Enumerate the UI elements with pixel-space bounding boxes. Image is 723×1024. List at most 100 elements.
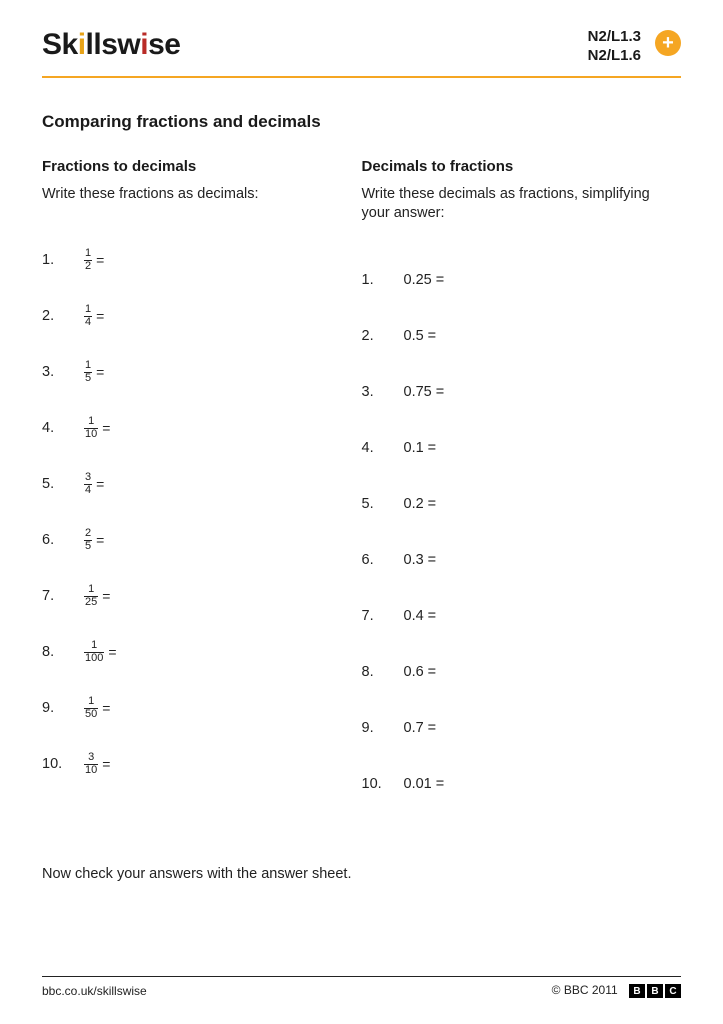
fraction: 150 (84, 696, 98, 720)
decimal-value: 0.6 = (404, 664, 437, 680)
numerator: 1 (87, 584, 95, 596)
question-number: 1. (362, 272, 404, 288)
code-line: N2/L1.6 (588, 47, 641, 66)
question-number: 3. (362, 384, 404, 400)
question-row: 7.125 = (42, 568, 362, 624)
question-number: 9. (42, 700, 84, 716)
question-row: 5.0.2 = (362, 476, 682, 532)
question-row: 1.12= (42, 232, 362, 288)
numerator: 1 (84, 248, 92, 260)
equals-sign: = (102, 700, 110, 716)
question-row: 10.310 = (42, 736, 362, 792)
question-number: 6. (42, 532, 84, 548)
denominator: 10 (84, 428, 98, 441)
footer-url: bbc.co.uk/skillswise (42, 984, 147, 998)
decimal-value: 0.5 = (404, 328, 437, 344)
equals-sign: = (102, 588, 110, 604)
question-number: 2. (42, 308, 84, 324)
footer-rule (42, 976, 681, 977)
fraction: 310 (84, 752, 98, 776)
fraction: 125 (84, 584, 98, 608)
question-row: 5.34= (42, 456, 362, 512)
fraction: 15 (84, 360, 92, 384)
fraction: 1100 (84, 640, 104, 664)
header: Skillswise N2/L1.3 N2/L1.6 + (42, 28, 681, 76)
numerator: 1 (84, 360, 92, 372)
decimal-value: 0.2 = (404, 496, 437, 512)
copyright: © BBC 2011 (552, 983, 618, 997)
numerator: 3 (87, 752, 95, 764)
numerator: 1 (90, 640, 98, 652)
denominator: 5 (84, 372, 92, 385)
fraction: 110 (84, 416, 98, 440)
question-row: 4.110= (42, 400, 362, 456)
question-row: 3.15= (42, 344, 362, 400)
question-row: 9.0.7 = (362, 700, 682, 756)
question-row: 3.0.75 = (362, 364, 682, 420)
plus-icon: + (655, 30, 681, 56)
question-number: 10. (362, 776, 404, 792)
equals-sign: = (96, 308, 104, 324)
numerator: 1 (87, 696, 95, 708)
denominator: 5 (84, 540, 92, 553)
denominator: 50 (84, 708, 98, 721)
numerator: 1 (87, 416, 95, 428)
left-list: 1.12=2.14=3.15=4.110=5.34=6.25=7.125=8.1… (42, 232, 362, 792)
question-row: 8.1100= (42, 624, 362, 680)
right-heading: Decimals to fractions (362, 158, 682, 175)
decimal-value: 0.3 = (404, 552, 437, 568)
reference-codes: N2/L1.3 N2/L1.6 (588, 28, 641, 66)
numerator: 1 (84, 304, 92, 316)
header-rule (42, 76, 681, 78)
equals-sign: = (96, 252, 104, 268)
question-row: 1.0.25 = (362, 252, 682, 308)
numerator: 2 (84, 528, 92, 540)
decimal-value: 0.1 = (404, 440, 437, 456)
question-row: 6.25= (42, 512, 362, 568)
question-number: 6. (362, 552, 404, 568)
question-row: 4.0.1 = (362, 420, 682, 476)
question-number: 5. (42, 476, 84, 492)
footnote: Now check your answers with the answer s… (42, 866, 681, 882)
footer-row: bbc.co.uk/skillswise © BBC 2011 B B C (42, 983, 681, 998)
question-number: 8. (42, 644, 84, 660)
question-row: 2.0.5 = (362, 308, 682, 364)
question-row: 9.150 = (42, 680, 362, 736)
bbc-block: B (629, 984, 645, 998)
left-column: Fractions to decimals Write these fracti… (42, 158, 362, 812)
header-right: N2/L1.3 N2/L1.6 + (588, 28, 681, 66)
bbc-block: B (647, 984, 663, 998)
question-number: 10. (42, 756, 84, 772)
content-columns: Fractions to decimals Write these fracti… (42, 158, 681, 812)
footer-right: © BBC 2011 B B C (552, 983, 681, 998)
fraction: 25 (84, 528, 92, 552)
question-row: 6.0.3 = (362, 532, 682, 588)
question-number: 9. (362, 720, 404, 736)
equals-sign: = (108, 644, 116, 660)
question-number: 7. (362, 608, 404, 624)
question-number: 8. (362, 664, 404, 680)
denominator: 25 (84, 596, 98, 609)
denominator: 2 (84, 260, 92, 273)
question-number: 4. (362, 440, 404, 456)
denominator: 4 (84, 316, 92, 329)
right-column: Decimals to fractions Write these decima… (362, 158, 682, 812)
equals-sign: = (96, 476, 104, 492)
denominator: 100 (84, 652, 104, 665)
right-instruction: Write these decimals as fractions, simpl… (362, 185, 682, 224)
question-number: 7. (42, 588, 84, 604)
numerator: 3 (84, 472, 92, 484)
decimal-value: 0.01 = (404, 776, 445, 792)
question-row: 2.14= (42, 288, 362, 344)
page-title: Comparing fractions and decimals (42, 112, 681, 132)
fraction: 14 (84, 304, 92, 328)
fraction: 12 (84, 248, 92, 272)
question-number: 1. (42, 252, 84, 268)
right-list: 1.0.25 =2.0.5 =3.0.75 =4.0.1 =5.0.2 =6.0… (362, 252, 682, 812)
left-heading: Fractions to decimals (42, 158, 362, 175)
question-number: 5. (362, 496, 404, 512)
bbc-block: C (665, 984, 681, 998)
fraction: 34 (84, 472, 92, 496)
equals-sign: = (102, 756, 110, 772)
brand-logo: Skillswise (42, 28, 180, 62)
